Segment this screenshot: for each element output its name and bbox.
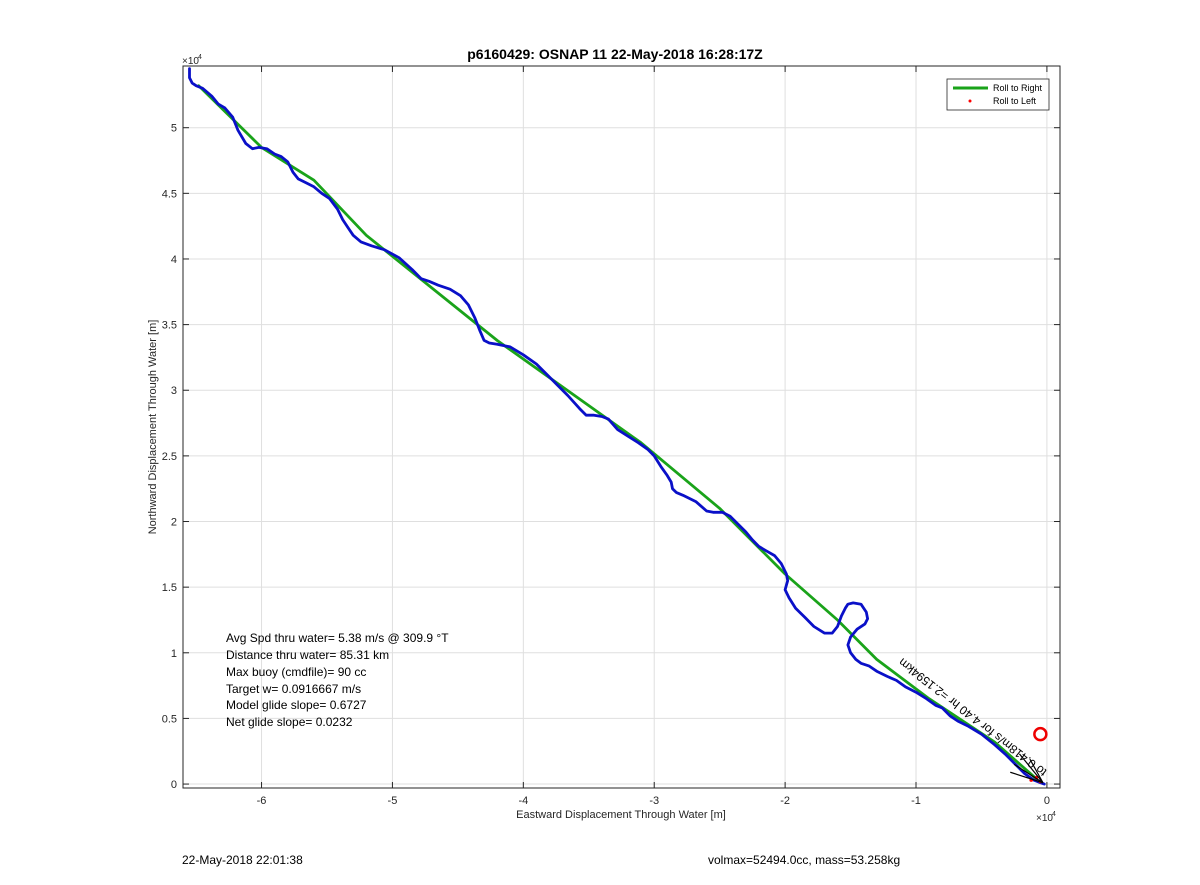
plot-axes-box: [182, 65, 1061, 789]
plot-background: [183, 66, 1060, 788]
current-vector: [1013, 763, 1044, 784]
stat-max-buoy: Max buoy (cmdfile)= 90 cc: [226, 665, 366, 679]
svg-text:4: 4: [1052, 811, 1056, 818]
current-position-marker: [1033, 726, 1048, 742]
y-tick-label: 5: [171, 123, 177, 135]
current-vector: [1029, 758, 1044, 784]
legend: Roll to Right Roll to Left: [946, 78, 1050, 111]
y-tick-label: 2.5: [162, 451, 177, 463]
legend-label-roll-left: Roll to Left: [993, 96, 1037, 106]
x-tick-label: 0: [1044, 795, 1050, 807]
y-axis-label: Northward Displacement Through Water [m]: [147, 320, 159, 535]
stats-block: Avg Spd thru water= 5.38 m/s @ 309.9 °T …: [226, 631, 449, 729]
y-tick-label: 1: [171, 648, 177, 660]
timestamp-footer: 22-May-2018 22:01:38: [182, 853, 303, 867]
stat-distance: Distance thru water= 85.31 km: [226, 648, 389, 662]
grid: [183, 66, 1060, 788]
stat-avg-speed: Avg Spd thru water= 5.38 m/s @ 309.9 °T: [226, 631, 449, 645]
stat-model-glide: Model glide slope= 0.6727: [226, 698, 367, 712]
y-tick-label: 3: [171, 385, 177, 397]
y-tick-label: 0.5: [162, 713, 177, 725]
y-tick-label: 4: [171, 254, 177, 266]
stat-net-glide: Net glide slope= 0.0232: [226, 715, 353, 729]
legend-box: [946, 78, 1050, 111]
x-axis-label: Eastward Displacement Through Water [m]: [516, 809, 726, 821]
ticks: -6 -5 -4 -3 -2 -1 0 0 0.5 1 1.5 2 2.5 3 3.5 4 4.5 5: [162, 66, 1060, 807]
series-line-track: [188, 67, 1046, 786]
x-exponent-label: ×10 4: [1036, 811, 1056, 824]
x-tick-label: -2: [780, 795, 790, 807]
svg-text:4: 4: [198, 54, 202, 61]
svg-text:×10: ×10: [182, 56, 199, 67]
legend-swatch-roll-left: [968, 99, 972, 103]
stat-target-w: Target w= 0.0916667 m/s: [226, 682, 361, 696]
vehicle-params-footer: volmax=52494.0cc, mass=53.258kg: [708, 853, 901, 867]
marker-layer: [1010, 726, 1048, 784]
y-tick-label: 1.5: [162, 582, 177, 594]
chart-title: p6160429: OSNAP 11 22-May-2018 16:28:17Z: [467, 46, 763, 62]
x-tick-label: -4: [518, 795, 528, 807]
current-vector: [1018, 753, 1044, 784]
y-tick-label: 0: [171, 779, 177, 791]
y-tick-label: 2: [171, 517, 177, 529]
current-vector: [1010, 771, 1044, 784]
series-line-roll-right: [197, 84, 1038, 781]
svg-text:×10: ×10: [1036, 813, 1053, 824]
y-tick-label: 3.5: [162, 320, 177, 332]
x-tick-label: -5: [388, 795, 398, 807]
x-tick-label: -6: [257, 795, 267, 807]
x-tick-label: -1: [911, 795, 921, 807]
y-exponent-label: ×10 4: [182, 54, 202, 67]
x-tick-label: -3: [649, 795, 659, 807]
y-tick-label: 4.5: [162, 188, 177, 200]
legend-label-roll-right: Roll to Right: [993, 83, 1043, 93]
